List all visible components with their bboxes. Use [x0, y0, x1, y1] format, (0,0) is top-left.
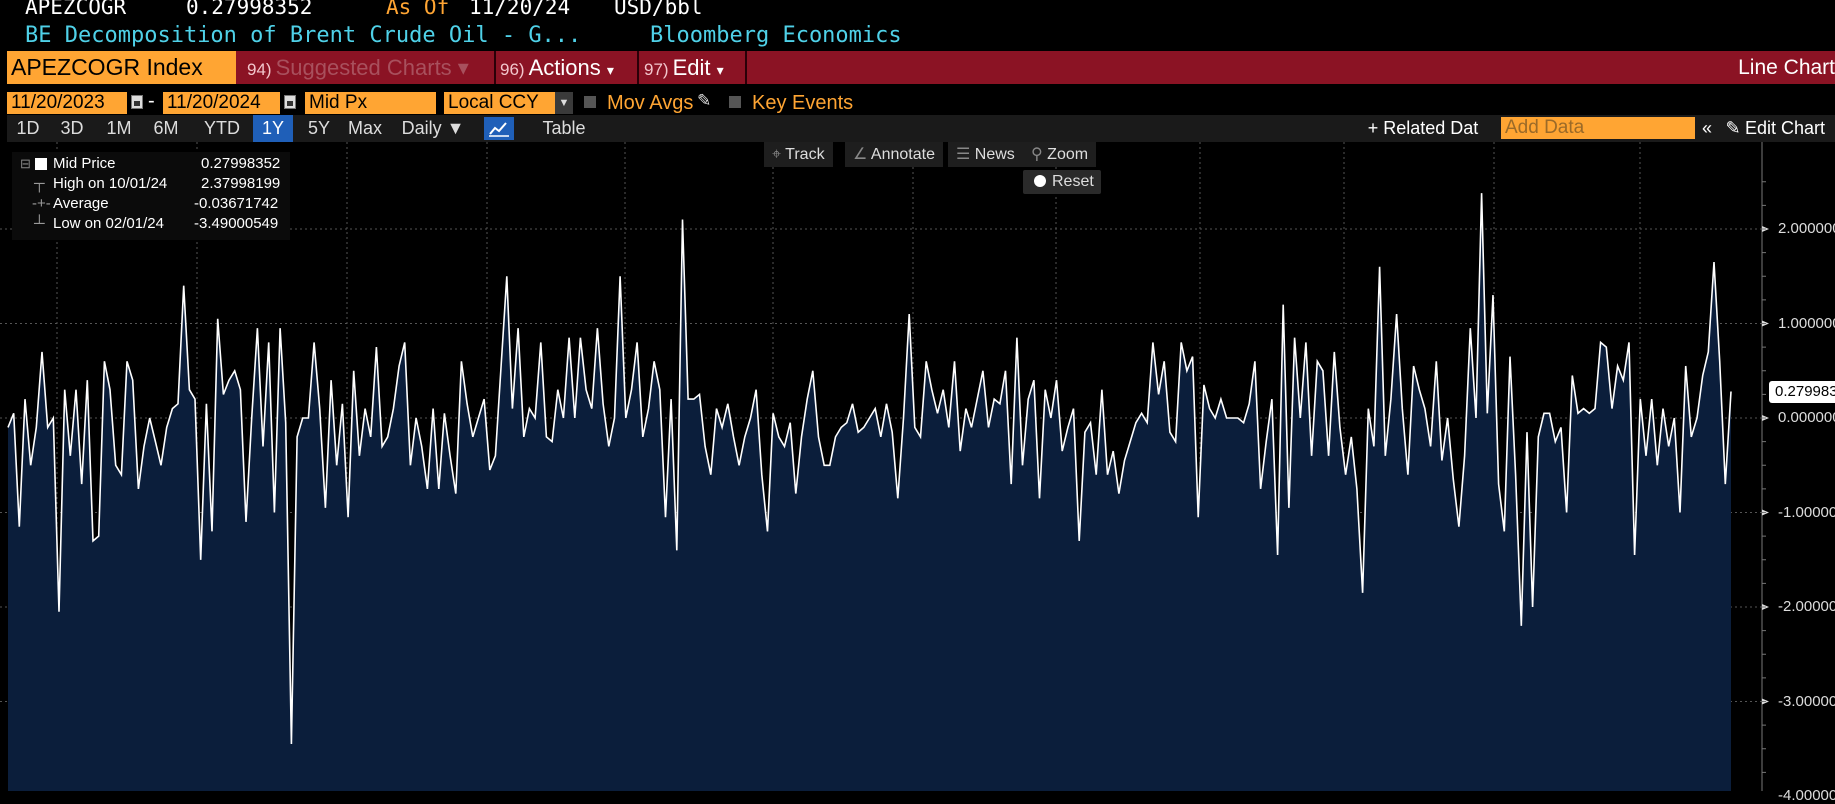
currency-select[interactable]: Local CCY: [444, 92, 555, 114]
area-fill: [8, 193, 1731, 791]
security-input[interactable]: APEZCOGR Index: [7, 51, 236, 84]
as-of-label: As Of: [386, 0, 450, 19]
y-tick-label: 1.000000: [1778, 314, 1835, 332]
collapse-icon[interactable]: «: [1701, 118, 1712, 138]
units: USD/bbl: [614, 0, 703, 19]
y-tick-label: 0.000000: [1778, 409, 1835, 426]
legend-low: ┴ Low on 02/01/24 -3.49000549: [12, 214, 290, 234]
y-tick-label: -4.000000: [1778, 787, 1835, 804]
start-date-field[interactable]: 11/20/2023: [7, 92, 127, 114]
y-tick-label: 2.000000: [1778, 220, 1835, 237]
period-1y[interactable]: 1Y: [253, 115, 293, 142]
suggested-label: Suggested Charts: [275, 55, 452, 80]
legend-high: ┬ High on 10/01/24 2.37998199: [12, 174, 290, 194]
track-label: Track: [785, 146, 825, 163]
period-6m[interactable]: 6M: [153, 118, 179, 138]
pencil-icon[interactable]: ✎: [697, 91, 712, 110]
price-field-select[interactable]: Mid Px: [305, 92, 436, 114]
mov-avgs-label[interactable]: Mov Avgs: [607, 92, 694, 114]
series-swatch[interactable]: [35, 158, 47, 170]
edit-num: 97): [644, 60, 669, 79]
crosshair-icon: ⌖: [772, 146, 786, 163]
legend-value: 2.37998199: [201, 175, 281, 192]
y-tick-label: -3.000000: [1778, 692, 1835, 710]
annotate-tool[interactable]: ∠ Annotate: [845, 142, 943, 167]
legend-value: 0.27998352: [201, 155, 281, 172]
y-tick-label: -1.000000: [1778, 503, 1835, 521]
legend-label: Average: [53, 195, 109, 212]
legend-label: Mid Price: [53, 155, 116, 172]
as-of-date: 11/20/24: [469, 0, 571, 19]
annotate-icon: ∠: [853, 146, 871, 163]
date-separator: -: [148, 90, 155, 112]
line-chart-icon[interactable]: [484, 117, 514, 140]
reset-icon: [1034, 175, 1046, 187]
suggested-charts-button[interactable]: 94) Suggested Charts ▾: [247, 55, 469, 80]
period-1m[interactable]: 1M: [106, 118, 132, 138]
end-date-field[interactable]: 11/20/2024: [163, 92, 280, 114]
line-chart[interactable]: [0, 142, 1835, 791]
zoom-icon: ⚲: [1031, 146, 1048, 163]
divider: [637, 51, 639, 84]
period-3d[interactable]: 3D: [60, 118, 84, 138]
edit-button[interactable]: 97) Edit ▾: [644, 51, 724, 84]
last-value: 0.27998352: [186, 0, 313, 19]
price-line: [7, 193, 1732, 745]
pencil-icon: ✎: [1725, 118, 1741, 138]
suggested-num: 94): [247, 60, 272, 79]
average-marker-icon: -+-: [32, 195, 51, 212]
chevron-down-icon: ▾: [716, 62, 724, 78]
collapse-tree-icon[interactable]: ⊟: [20, 156, 31, 171]
function-toolbar: APEZCOGR Index 94) Suggested Charts ▾ 96)…: [7, 51, 1835, 84]
news-icon: ☰: [956, 146, 975, 163]
annotate-label: Annotate: [870, 146, 935, 163]
ticker: APEZCOGR: [25, 0, 127, 19]
key-events-label[interactable]: Key Events: [752, 92, 854, 114]
table-button[interactable]: Table: [542, 118, 586, 138]
chevron-down-icon: ▾: [606, 62, 614, 78]
legend-value: -3.49000549: [194, 215, 279, 232]
y-axis-ticks: [1762, 181, 1769, 773]
calendar-icon[interactable]: [131, 95, 143, 109]
legend-label: Low on 02/01/24: [53, 215, 164, 232]
related-data-button[interactable]: + Related Dat: [1367, 118, 1479, 138]
chart-legend: ⊟ Mid Price 0.27998352 ┬ High on 10/01/2…: [12, 152, 290, 240]
period-1d[interactable]: 1D: [16, 118, 40, 138]
view-title: Line Chart: [1738, 56, 1835, 79]
security-name: BE Decomposition of Brent Crude Oil - G.…: [25, 23, 582, 48]
add-data-input[interactable]: Add Data: [1501, 117, 1695, 139]
news-label: News: [974, 146, 1015, 163]
low-marker-icon: ┴: [34, 215, 45, 232]
reset-label: Reset: [1052, 173, 1094, 190]
track-tool[interactable]: ⌖ Track: [764, 142, 833, 167]
y-tick-label: -2.000000: [1778, 598, 1835, 615]
key-events-checkbox[interactable]: [729, 96, 741, 108]
chevron-down-icon[interactable]: ▼: [555, 92, 573, 114]
frequency-select[interactable]: Daily ▼: [401, 118, 465, 138]
mov-avgs-checkbox[interactable]: [584, 96, 596, 108]
zoom-tool[interactable]: ⚲ Zoom: [1023, 142, 1097, 167]
period-bar: 1D 3D 1M 6M YTD 1Y 5Y Max Daily ▼ Table …: [7, 115, 1835, 142]
divider: [494, 51, 496, 84]
period-ytd[interactable]: YTD: [204, 118, 240, 138]
period-5y[interactable]: 5Y: [307, 118, 331, 138]
divider: [745, 51, 747, 84]
legend-value: -0.03671742: [194, 195, 279, 212]
calendar-icon[interactable]: [284, 95, 296, 109]
actions-button[interactable]: 96) Actions ▾: [500, 51, 614, 84]
zoom-label: Zoom: [1047, 146, 1089, 163]
news-tool[interactable]: ☰ News: [948, 142, 1023, 167]
high-marker-icon: ┬: [34, 175, 45, 192]
actions-num: 96): [500, 60, 525, 79]
legend-label: High on 10/01/24: [53, 175, 168, 192]
edit-chart-button[interactable]: Edit Chart: [1745, 118, 1826, 138]
source: Bloomberg Economics: [650, 23, 902, 48]
legend-mid-price[interactable]: ⊟ Mid Price 0.27998352: [12, 154, 290, 174]
actions-label: Actions: [528, 55, 601, 80]
reset-button[interactable]: Reset: [1023, 170, 1101, 194]
last-value-marker: 0.279983: [1769, 380, 1835, 403]
legend-average: -+- Average -0.03671742: [12, 194, 290, 214]
period-max[interactable]: Max: [347, 118, 382, 138]
edit-label: Edit: [672, 55, 711, 80]
